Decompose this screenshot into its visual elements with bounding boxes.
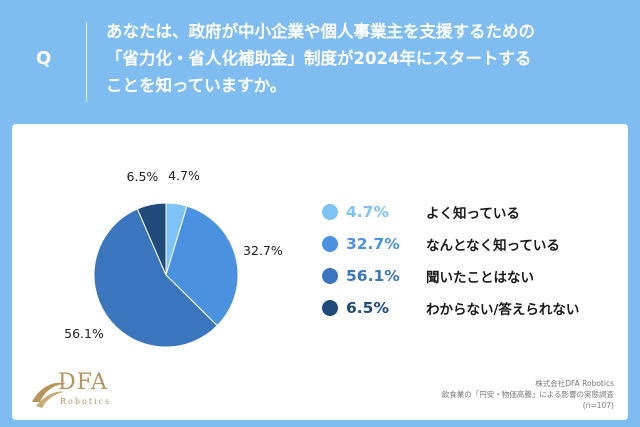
source-company: 株式会社DFA Robotics (535, 379, 614, 388)
legend-swatch (322, 300, 338, 316)
dfa-swoosh-icon (32, 382, 66, 408)
question-text: あなたは、政府が中小企業や個人事業主を支援するための 「省力化・省人化補助金」制… (106, 18, 626, 99)
legend-value: 32.7% (346, 235, 400, 253)
legend-label: よく知っている (426, 206, 520, 222)
slice-label: 6.5% (126, 168, 159, 184)
legend-swatch (322, 236, 338, 252)
slice-label: 56.1% (64, 325, 104, 341)
question-header: Q あなたは、政府が中小企業や個人事業主を支援するための 「省力化・省人化補助金… (0, 0, 640, 118)
legend-value: 4.7% (346, 203, 389, 221)
source-note: 株式会社DFA Robotics 飲食業の「円安・物価高騰」による影響の実態調査… (442, 378, 614, 411)
pie-chart (93, 202, 239, 348)
legend-item: 56.1% 聞いたことはない (322, 260, 579, 292)
slice-label: 4.7% (168, 168, 200, 184)
logo-subtitle: Robotics (60, 397, 112, 406)
legend-item: 32.7% なんとなく知っている (322, 228, 579, 260)
source-sample: (n=107) (582, 401, 614, 410)
legend-item: 6.5% わからない/答えられない (322, 292, 579, 324)
pie-slice (165, 205, 239, 327)
legend-label: なんとなく知っている (426, 238, 560, 254)
legend-item: 4.7% よく知っている (322, 196, 579, 228)
legend-swatch (322, 204, 338, 220)
chart-card: 4.7% 32.7% 56.1% 6.5% 4.7% よく知っている 32.7% なん… (12, 124, 628, 420)
source-survey: 飲食業の「円安・物価高騰」による影響の実態調査 (441, 390, 614, 399)
chart-legend: 4.7% よく知っている 32.7% なんとなく知っている 56.1% 聞いたこ… (322, 196, 579, 324)
slice-label: 32.7% (243, 243, 283, 259)
question-line: あなたは、政府が中小企業や個人事業主を支援するための (106, 22, 535, 41)
question-line: 「省力化・省人化補助金」制度が2024年にスタートする (106, 49, 532, 68)
legend-label: わからない/答えられない (426, 302, 580, 318)
legend-swatch (322, 268, 338, 284)
pie-slice (93, 208, 218, 348)
header-divider (86, 22, 87, 102)
question-line: ことを知っていますか。 (106, 76, 287, 95)
logo-name: DFA (58, 370, 108, 395)
legend-value: 6.5% (346, 299, 389, 317)
legend-label: 聞いたことはない (426, 270, 534, 286)
question-label: Q (36, 48, 52, 69)
legend-value: 56.1% (346, 267, 400, 285)
pie-slice (136, 202, 167, 276)
